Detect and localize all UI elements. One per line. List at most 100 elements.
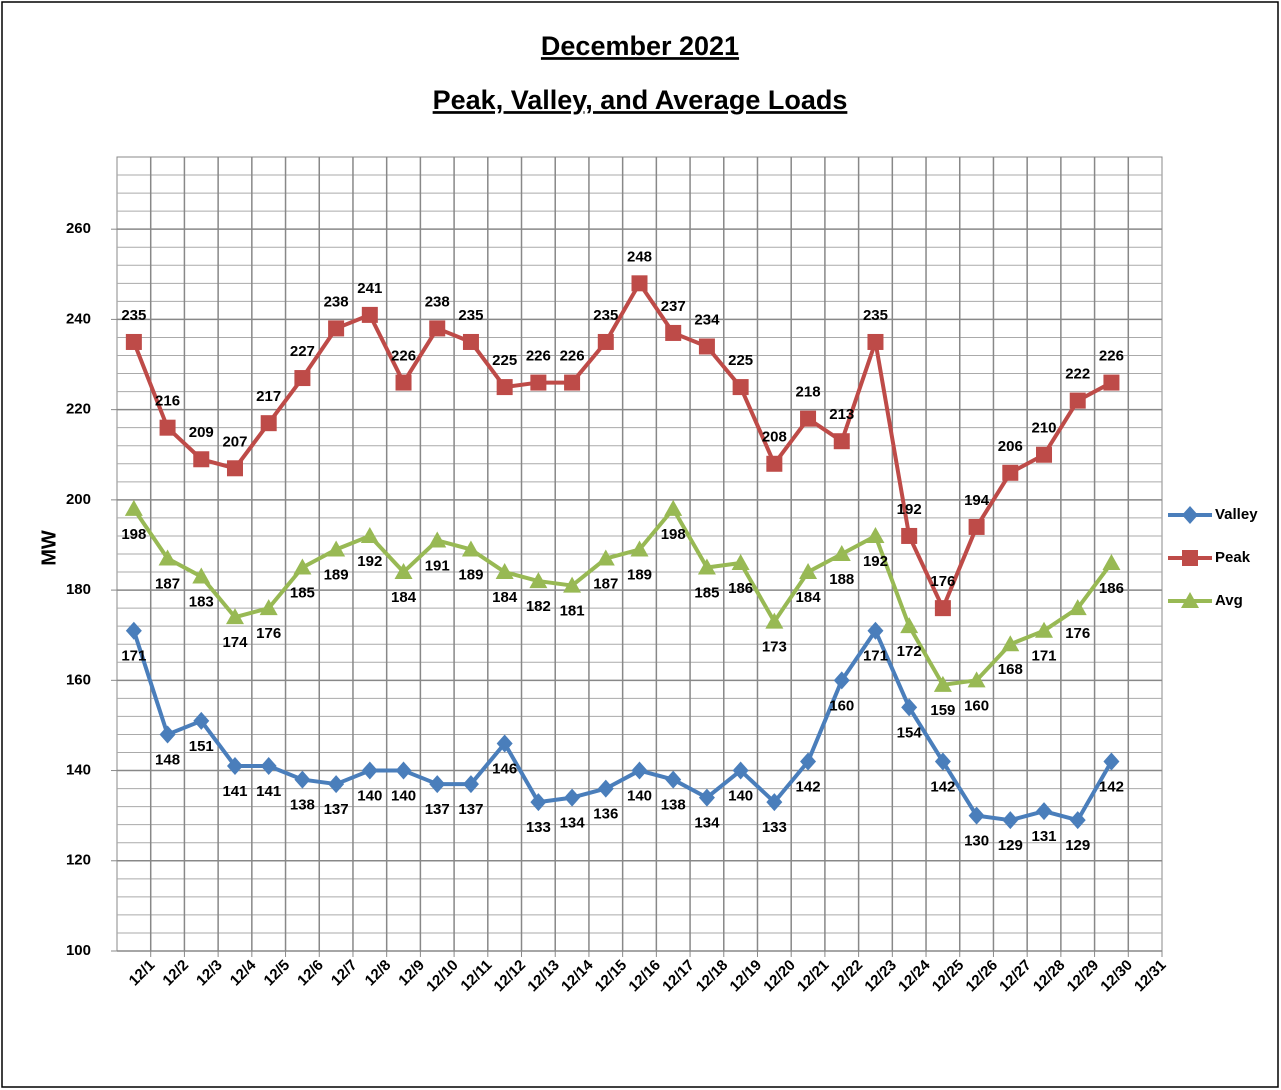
legend-label: Peak	[1215, 549, 1251, 566]
data-label: 154	[897, 724, 923, 741]
marker	[732, 379, 749, 396]
marker	[395, 761, 412, 780]
marker	[125, 621, 142, 640]
marker	[665, 324, 682, 341]
data-label: 140	[357, 788, 382, 805]
marker	[294, 770, 311, 789]
data-label: 185	[290, 585, 315, 602]
marker	[530, 374, 547, 391]
data-label: 238	[425, 293, 450, 310]
marker	[428, 531, 447, 548]
data-label: 184	[391, 589, 417, 606]
marker	[766, 793, 783, 812]
legend-label: Valley	[1215, 506, 1258, 523]
marker	[732, 761, 749, 780]
data-label: 131	[1032, 828, 1057, 845]
marker	[293, 558, 312, 575]
marker	[1103, 752, 1120, 771]
marker	[327, 540, 346, 557]
data-label: 208	[762, 429, 787, 446]
data-label: 234	[694, 311, 720, 328]
data-label: 237	[661, 298, 686, 315]
data-label: 184	[492, 589, 518, 606]
marker	[563, 576, 582, 593]
data-label: 176	[930, 573, 955, 590]
marker	[901, 527, 918, 544]
marker	[496, 734, 513, 753]
marker	[429, 775, 446, 794]
marker	[900, 617, 919, 634]
data-label: 141	[256, 783, 281, 800]
data-label: 140	[391, 788, 416, 805]
data-label: 134	[560, 815, 586, 832]
data-label: 227	[290, 343, 315, 360]
data-label: 248	[627, 248, 652, 265]
marker	[495, 563, 514, 580]
data-label: 182	[526, 598, 551, 615]
marker	[159, 725, 176, 744]
marker	[800, 752, 817, 771]
y-tick-label: 140	[66, 762, 91, 779]
data-label: 186	[728, 580, 753, 597]
data-label: 184	[796, 589, 822, 606]
marker	[461, 540, 480, 557]
marker	[1036, 446, 1053, 463]
data-label: 191	[425, 557, 450, 574]
data-label: 198	[121, 526, 146, 543]
marker	[124, 499, 143, 516]
marker	[260, 757, 277, 776]
marker	[968, 806, 985, 825]
data-label: 207	[222, 433, 247, 450]
data-label: 148	[155, 751, 180, 768]
data-label: 183	[189, 594, 214, 611]
y-tick-label: 220	[66, 401, 91, 418]
marker	[631, 275, 648, 292]
data-label: 176	[1065, 625, 1090, 642]
marker	[799, 563, 818, 580]
data-label: 160	[829, 697, 854, 714]
marker	[867, 333, 884, 350]
marker	[159, 419, 176, 436]
data-label: 140	[627, 788, 652, 805]
marker	[1069, 392, 1086, 409]
data-label: 189	[324, 566, 349, 583]
marker	[193, 711, 210, 730]
marker	[462, 333, 479, 350]
data-label: 216	[155, 393, 180, 410]
data-label: 235	[863, 307, 888, 324]
data-label: 238	[324, 293, 349, 310]
marker	[360, 526, 379, 543]
data-label: 176	[256, 625, 281, 642]
data-label: 194	[964, 492, 990, 509]
y-tick-label: 260	[66, 220, 91, 237]
data-label: 188	[829, 571, 854, 588]
marker	[294, 370, 311, 387]
marker	[800, 410, 817, 427]
marker	[328, 775, 345, 794]
data-label: 173	[762, 639, 787, 656]
marker	[361, 306, 378, 323]
marker	[529, 572, 548, 589]
data-label: 171	[1032, 648, 1057, 665]
data-label: 213	[829, 406, 854, 423]
data-label: 160	[964, 697, 989, 714]
marker	[630, 540, 649, 557]
data-label: 174	[222, 634, 248, 651]
marker	[1036, 802, 1053, 821]
data-label: 218	[796, 384, 821, 401]
data-label: 210	[1032, 420, 1057, 437]
data-label: 138	[290, 797, 315, 814]
data-label: 146	[492, 760, 517, 777]
data-label: 235	[121, 307, 146, 324]
marker	[225, 608, 244, 625]
marker	[1001, 635, 1020, 652]
data-label: 187	[155, 575, 180, 592]
marker	[1181, 592, 1199, 608]
marker	[158, 549, 177, 566]
data-label: 136	[593, 806, 618, 823]
data-label: 226	[526, 348, 551, 365]
marker	[698, 338, 715, 355]
y-tick-label: 200	[66, 491, 91, 508]
data-label: 142	[1099, 778, 1124, 795]
data-label: 137	[458, 801, 483, 818]
